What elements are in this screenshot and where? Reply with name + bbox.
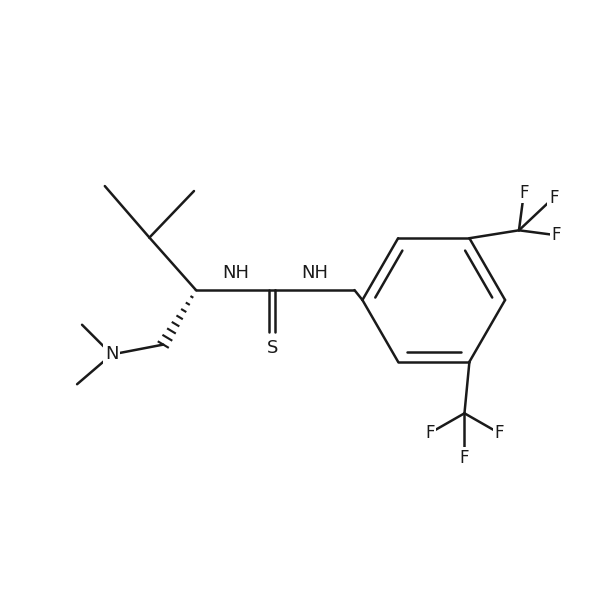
Text: F: F [460, 449, 469, 467]
Text: NH: NH [222, 264, 249, 282]
Text: F: F [425, 424, 434, 442]
Text: F: F [549, 188, 559, 206]
Text: S: S [266, 338, 278, 356]
Text: N: N [105, 346, 119, 364]
Text: NH: NH [301, 264, 328, 282]
Text: F: F [552, 226, 562, 244]
Text: F: F [494, 424, 504, 442]
Text: F: F [519, 184, 529, 202]
